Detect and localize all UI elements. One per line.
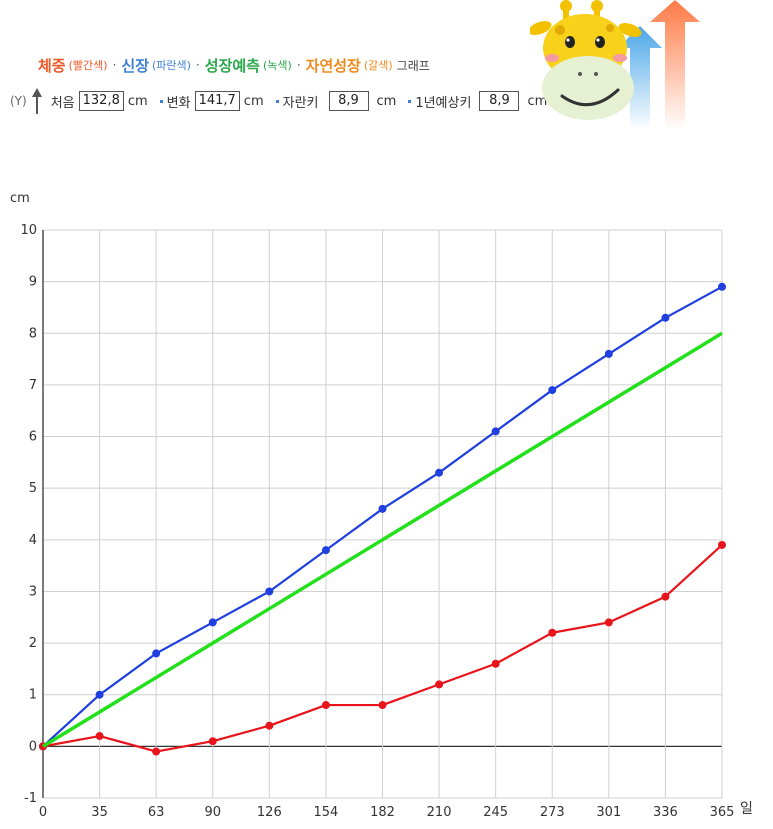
- expected-label: 1년예상키: [415, 95, 472, 111]
- y-tick-label: 3: [29, 584, 37, 599]
- grown-label: 자란키: [282, 95, 319, 111]
- bullet-icon: [159, 99, 163, 103]
- y-tick-label: 7: [29, 378, 37, 393]
- weight-point: [604, 618, 613, 627]
- height-point: [265, 587, 274, 596]
- x-tick-label: 90: [204, 805, 221, 820]
- bullet-icon: [408, 99, 412, 103]
- initial-unit: cm: [127, 93, 148, 109]
- x-tick-label: 154: [314, 805, 339, 820]
- legend-predicted-color: (녹색): [262, 59, 292, 72]
- weight-point: [265, 721, 274, 730]
- weight-point: [491, 659, 500, 668]
- chart-legend: 체중 (빨간색) · 신장 (파란색) · 성장예측 (녹색) · 자연성장 (…: [38, 53, 430, 77]
- weight-point: [208, 737, 217, 746]
- height-point: [548, 386, 557, 395]
- grown-unit: cm: [376, 93, 397, 109]
- arrow-up-icon: [31, 88, 43, 114]
- height-point: [718, 282, 726, 291]
- legend-natural-color: (갈색): [363, 59, 393, 72]
- expected-unit: cm: [527, 93, 548, 109]
- weight-point: [152, 747, 161, 756]
- weight-point: [661, 592, 670, 601]
- x-axis-title: 일: [740, 801, 753, 817]
- y-tick-label: 0: [29, 739, 37, 754]
- height-point: [152, 649, 161, 658]
- x-tick-label: 63: [148, 805, 165, 820]
- height-point: [95, 690, 104, 699]
- weight-point: [548, 628, 557, 637]
- growth-info-bar: (Y) 처음 132,8 cm 변화 141,7 cm 자란키 8,9 cm 1…: [10, 88, 549, 114]
- x-tick-label: 210: [427, 805, 452, 820]
- legend-weight: 체중: [38, 56, 66, 75]
- x-tick-label: 301: [596, 805, 621, 820]
- x-tick-label: 245: [483, 805, 508, 820]
- predicted-series-line: [42, 331, 723, 748]
- legend-weight-color: (빨간색): [68, 59, 108, 72]
- weight-point: [321, 701, 330, 710]
- legend-separator: ·: [195, 58, 200, 72]
- y-tick-label: 2: [29, 636, 37, 651]
- legend-suffix: 그래프: [396, 58, 430, 73]
- grown-value-field[interactable]: 8,9: [328, 91, 369, 111]
- legend-height: 신장: [121, 56, 149, 75]
- weight-point: [95, 732, 104, 741]
- legend-predicted: 성장예측: [204, 56, 260, 75]
- weight-point: [378, 701, 387, 710]
- height-point: [491, 427, 500, 436]
- initial-label: 처음: [50, 95, 75, 111]
- x-tick-label: 365: [710, 805, 735, 820]
- height-point: [321, 546, 330, 555]
- expected-value-field[interactable]: 8,9: [479, 91, 520, 111]
- x-tick-label: 35: [91, 805, 108, 820]
- legend-separator: ·: [296, 58, 301, 72]
- giraffe-mascot-icon: [530, 0, 700, 130]
- initial-value-field[interactable]: 132,8: [78, 91, 124, 111]
- x-tick-label: 182: [370, 805, 395, 820]
- height-point: [378, 504, 387, 513]
- y-tick-label: 10: [20, 223, 37, 238]
- y-tick-label: 1: [29, 688, 37, 703]
- height-point: [661, 313, 670, 322]
- y-tick-label: -1: [24, 791, 37, 806]
- legend-natural: 자연성장: [305, 56, 361, 75]
- y-tick-label: 4: [29, 533, 37, 548]
- y-tick-label: 8: [29, 326, 37, 341]
- x-tick-label: 273: [540, 805, 565, 820]
- weight-point: [718, 540, 726, 549]
- x-tick-label: 126: [257, 805, 282, 820]
- weight-point: [435, 680, 444, 689]
- x-tick-label: 336: [653, 805, 678, 820]
- legend-height-color: (파란색): [152, 59, 191, 72]
- height-point: [435, 468, 444, 477]
- y-tick-label: 9: [29, 275, 37, 290]
- y-axis-title: cm: [10, 191, 30, 206]
- y-tick-label: 5: [29, 481, 37, 496]
- legend-separator: ·: [112, 58, 117, 72]
- y-axis-mark: (Y): [10, 94, 27, 108]
- y-tick-label: 6: [29, 430, 37, 445]
- change-label: 변화: [166, 95, 191, 111]
- height-point: [208, 618, 217, 627]
- x-tick-label: 0: [39, 805, 47, 820]
- change-unit: cm: [243, 93, 264, 109]
- height-point: [604, 349, 613, 358]
- change-value-field[interactable]: 141,7: [194, 91, 240, 111]
- bullet-icon: [275, 99, 279, 103]
